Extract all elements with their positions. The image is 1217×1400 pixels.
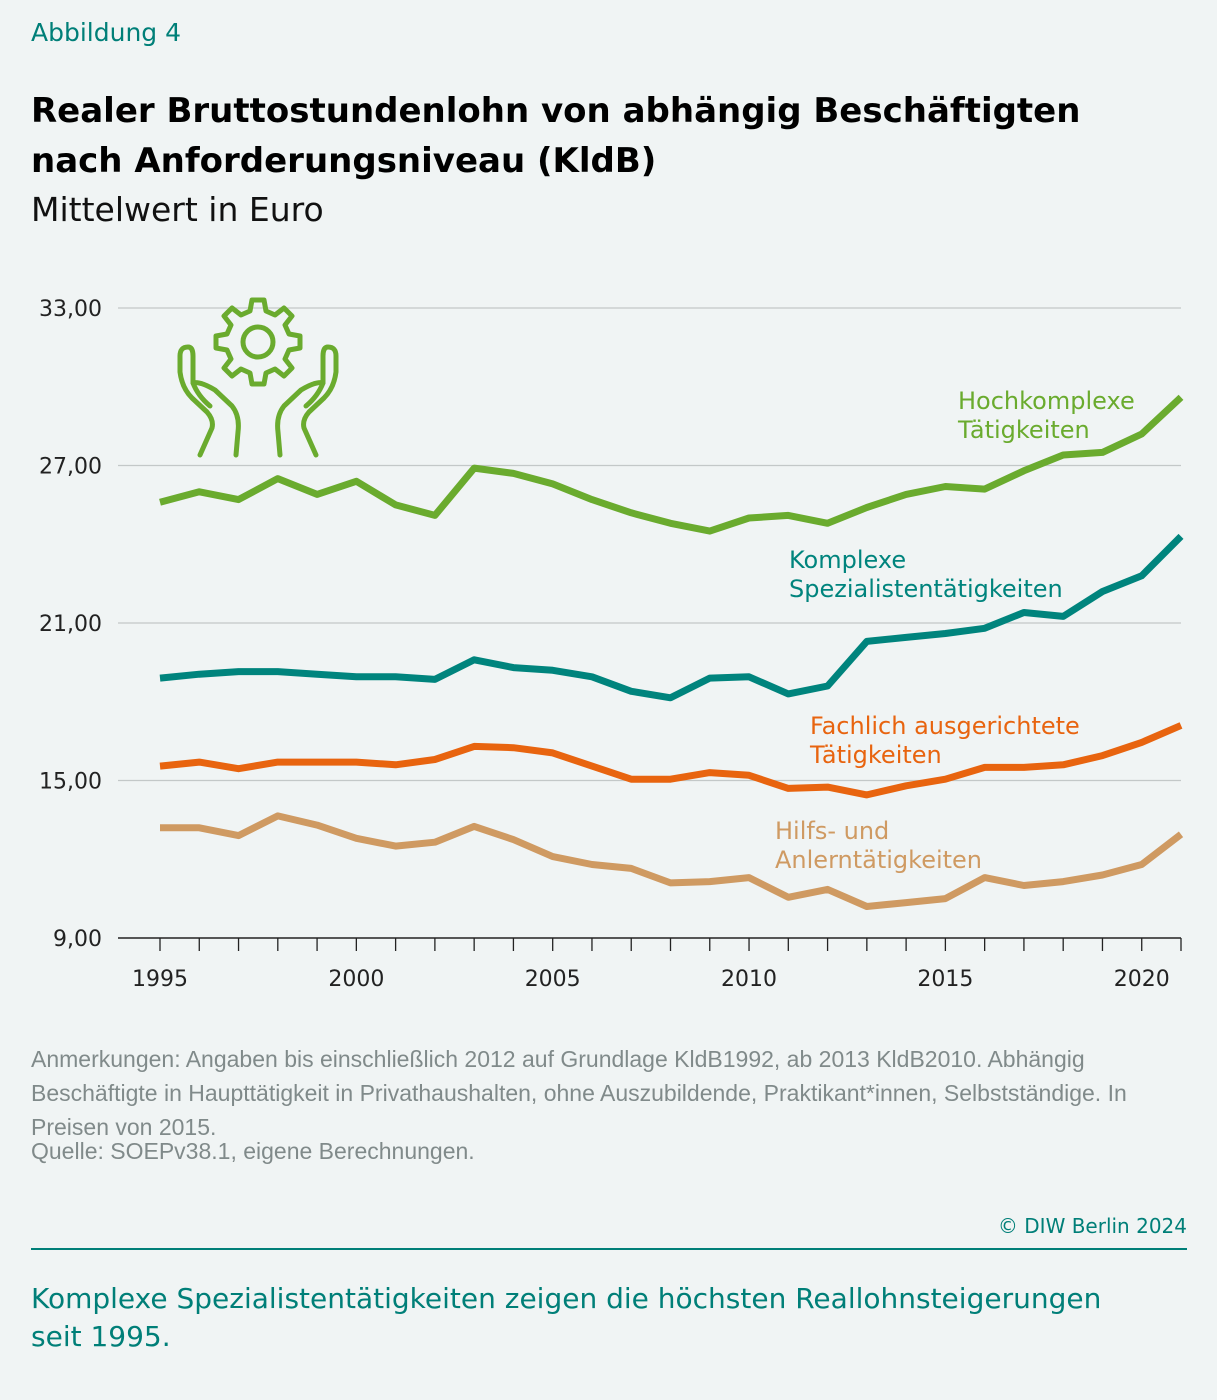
grid-lines — [118, 307, 1181, 939]
series-lines — [159, 394, 1184, 910]
series-line-fachlich — [159, 722, 1183, 799]
divider — [31, 1248, 1187, 1250]
copyright: © DIW Berlin 2024 — [997, 1214, 1187, 1238]
series-line-hilfs — [160, 812, 1184, 910]
x-tick-label: 2015 — [917, 967, 973, 992]
series-label-komplexe: Komplexe Spezialistentätigkeiten — [789, 546, 1063, 603]
y-tick-label: 21,00 — [39, 612, 102, 637]
hands-holding-gear-icon — [177, 297, 339, 458]
chart-takeaway: Komplexe Spezialistentätigkeiten zeigen … — [31, 1282, 1102, 1353]
y-tick-label: 9,00 — [53, 927, 102, 952]
series-label-hilfs: Hilfs- und Anlerntätigkeiten — [775, 817, 982, 874]
x-tick-label: 2000 — [328, 967, 384, 992]
x-tick-label: 1995 — [132, 967, 188, 992]
x-tick-label: 2020 — [1114, 967, 1170, 992]
series-labels: Hochkomplexe Tätigkeiten Komplexe Spezialis… — [775, 387, 1135, 874]
chart-source: Quelle: SOEPv38.1, eigene Berechnungen. — [31, 1138, 475, 1164]
y-tick-label: 15,00 — [39, 770, 102, 795]
x-axis: 1995 2000 2005 2010 2015 2020 — [132, 938, 1182, 992]
y-tick-label: 27,00 — [39, 455, 102, 480]
x-tick-label: 2005 — [525, 967, 581, 992]
figure-number: Abbildung 4 — [31, 18, 182, 47]
series-line-hochkomplexe — [159, 394, 1184, 535]
line-chart: 9,00 15,00 21,00 27,00 33,00 1995 2000 2005 201… — [39, 297, 1184, 992]
x-tick-label: 2010 — [721, 967, 777, 992]
series-label-fachlich: Fachlich ausgerichtete Tätigkeiten — [809, 712, 1080, 769]
y-tick-label: 33,00 — [39, 297, 102, 322]
series-label-hochkomplexe: Hochkomplexe Tätigkeiten — [957, 387, 1135, 444]
series-line-komplexe — [159, 533, 1184, 702]
chart-subtitle: Mittelwert in Euro — [31, 190, 324, 229]
chart-notes: Anmerkungen: Angaben bis einschließlich … — [31, 1046, 1127, 1140]
chart-title: Realer Bruttostundenlohn von abhängig Be… — [31, 91, 1081, 181]
y-axis-tick-labels: 9,00 15,00 21,00 27,00 33,00 — [39, 297, 102, 952]
